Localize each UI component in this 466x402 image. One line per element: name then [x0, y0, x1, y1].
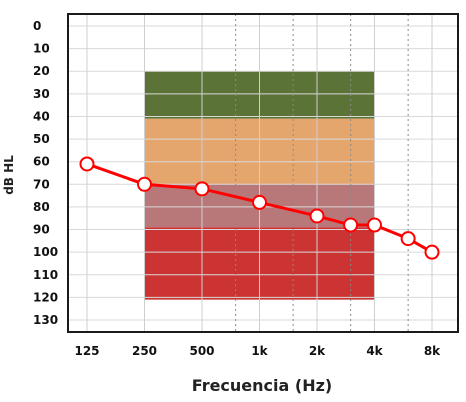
x-tick-label: 500 — [189, 344, 214, 358]
y-tick-label: 50 — [33, 132, 50, 146]
y-tick-label: 30 — [33, 87, 50, 101]
y-tick-label: 0 — [33, 19, 41, 33]
data-point — [309, 208, 325, 224]
data-point — [367, 217, 382, 233]
x-tick-label: 1k — [251, 344, 268, 358]
data-point — [400, 231, 416, 247]
x-tick-label: 125 — [74, 344, 99, 358]
x-axis-label: Frecuencia (Hz) — [192, 376, 332, 395]
y-tick-label: 100 — [33, 245, 58, 259]
x-axis-ticks: 125 250 500 1k 2k 4k 8k — [74, 344, 441, 358]
threshold-series — [79, 156, 440, 260]
data-point — [424, 244, 440, 260]
y-tick-label: 110 — [33, 268, 58, 282]
data-point — [194, 181, 210, 197]
y-tick-label: 70 — [33, 177, 50, 191]
x-tick-label: 2k — [309, 344, 326, 358]
y-tick-label: 120 — [33, 290, 58, 304]
data-point — [137, 176, 152, 192]
plot-frame — [67, 13, 459, 333]
y-tick-label: 130 — [33, 313, 58, 327]
data-point — [79, 156, 95, 172]
data-point — [343, 217, 359, 233]
y-tick-label: 80 — [33, 200, 50, 214]
y-tick-label: 60 — [33, 155, 50, 169]
grid-lines — [68, 14, 458, 332]
y-tick-label: 20 — [33, 64, 50, 78]
y-axis-ticks: 0 10 20 30 40 50 60 70 80 90 100 110 120 130 — [33, 19, 58, 327]
x-tick-label: 4k — [366, 344, 383, 358]
y-tick-label: 10 — [33, 42, 50, 56]
data-point — [252, 194, 267, 210]
x-tick-label: 8k — [424, 344, 441, 358]
y-axis-label: dB HL — [2, 155, 16, 195]
x-tick-label: 250 — [132, 344, 157, 358]
y-tick-label: 40 — [33, 109, 50, 123]
y-tick-label: 90 — [33, 223, 50, 237]
